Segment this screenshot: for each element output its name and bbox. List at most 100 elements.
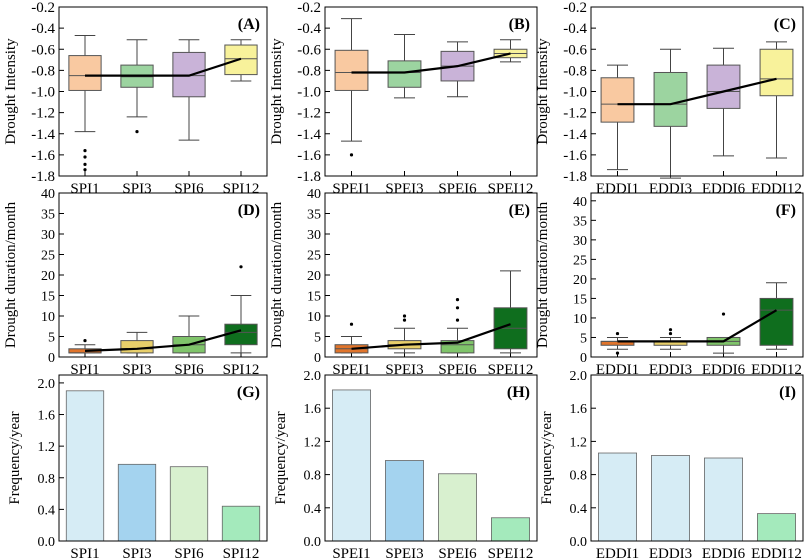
- plot-frame: [58, 374, 268, 542]
- x-tick-label: SPEI1: [332, 181, 370, 197]
- y-tick-label: -0.4: [297, 21, 321, 37]
- x-tick-label: SPI6: [174, 362, 204, 378]
- bar-eddi1: [598, 452, 637, 542]
- iqr-box: [334, 49, 369, 91]
- box-eddi12: [759, 41, 794, 159]
- y-tick-label: -1.6: [297, 148, 321, 164]
- iqr-box: [759, 297, 794, 346]
- y-tick-label: -1.4: [31, 127, 55, 143]
- box-spei3: [387, 314, 422, 354]
- y-tick-label: -0.8: [563, 63, 587, 79]
- y-tick-label: 1.2: [570, 435, 588, 450]
- panel-label: (E): [509, 202, 530, 219]
- y-tick-label: 30: [41, 228, 55, 243]
- box-spei6: [440, 298, 475, 354]
- y-tick-label: 1.6: [570, 402, 588, 417]
- y-tick-label: 20: [307, 269, 321, 284]
- x-tick-label: EDDI12: [751, 546, 802, 560]
- y-tick-label: 2.0: [304, 369, 322, 384]
- y-tick-label: 25: [307, 249, 321, 264]
- y-tick-label: 1.2: [304, 435, 322, 450]
- x-tick-label: SPI12: [223, 181, 260, 197]
- outlier-point: [402, 318, 407, 322]
- iqr-box: [68, 55, 102, 91]
- y-tick-label: -1.2: [31, 106, 55, 122]
- x-tick-label: SPI1: [70, 181, 99, 197]
- box-eddi6: [706, 312, 741, 354]
- x-tick-label: SPEI1: [332, 546, 370, 560]
- outlier-point: [83, 168, 87, 172]
- outlier-point: [239, 265, 243, 269]
- iqr-box: [759, 48, 794, 97]
- y-tick-label: -1.0: [563, 85, 587, 101]
- x-tick-label: EDDI12: [751, 181, 802, 197]
- y-tick-label: 0.4: [570, 502, 588, 517]
- x-tick-label: EDDI3: [649, 546, 692, 560]
- x-tick-label: EDDI12: [751, 362, 802, 378]
- y-tick-label: 0: [580, 351, 587, 366]
- bar-spei12: [491, 517, 530, 542]
- outlier-point: [349, 322, 354, 326]
- x-tick-label: SPEI1: [332, 362, 370, 378]
- y-tick-label: -0.2: [297, 0, 321, 16]
- y-tick-label: 35: [41, 208, 55, 223]
- bar-spei1: [332, 389, 371, 542]
- y-tick-label: 0.0: [570, 535, 588, 550]
- panel-e: 0 5 10 15 20 25 30 35 40 Drought duration/month SP…: [269, 187, 538, 378]
- y-tick-label: 20: [41, 269, 55, 284]
- x-tick-label: EDDI6: [702, 546, 746, 560]
- y-tick-label: -0.6: [31, 42, 55, 58]
- box-spei12: [493, 39, 528, 63]
- y-tick-label: 30: [307, 228, 321, 243]
- y-axis-label: Drought duration/month: [535, 201, 551, 348]
- outlier-point: [83, 149, 87, 153]
- mean-trend-line: [617, 309, 778, 343]
- x-tick-label: EDDI1: [596, 181, 639, 197]
- y-axis-label: Drought Intensity: [535, 38, 551, 145]
- y-tick-label: 0.0: [304, 535, 322, 550]
- plot-frame: [58, 6, 268, 177]
- box-eddi12: [759, 282, 794, 350]
- mean-trend-line: [351, 52, 511, 74]
- x-tick-label: SPEI3: [385, 181, 423, 197]
- box-spei6: [440, 41, 475, 98]
- y-tick-label: 30: [573, 234, 587, 249]
- y-tick-label: 5: [580, 331, 587, 346]
- y-tick-label: -1.4: [297, 127, 321, 143]
- y-tick-label: 5: [48, 331, 55, 346]
- bar-eddi3: [651, 455, 690, 542]
- x-tick-label: SPI3: [122, 181, 151, 197]
- panel-c: -0.2 -0.4 -0.6 -0.8 -1.0 -1.2 -1.4 -1.6 -1.8 Drou…: [535, 0, 804, 197]
- x-tick-label: EDDI3: [649, 362, 692, 378]
- outlier-point: [721, 312, 726, 316]
- iqr-box: [706, 64, 741, 109]
- outlier-point: [135, 130, 139, 134]
- y-tick-label: 1.6: [304, 402, 322, 417]
- y-tick-label: -0.4: [563, 21, 587, 37]
- x-tick-label: EDDI6: [702, 181, 746, 197]
- outlier-point: [402, 314, 407, 318]
- panel-h: 0.0 0.4 0.8 1.2 1.6 2.0 Frequency/year SPEI1 SPE…: [273, 369, 538, 560]
- outlier-point: [668, 331, 673, 336]
- y-tick-label: 0.8: [570, 469, 588, 484]
- box-spi3: [120, 39, 154, 134]
- box-eddi6: [706, 47, 741, 157]
- iqr-box: [120, 340, 154, 354]
- y-tick-label: -0.2: [563, 0, 587, 16]
- plot-frame: [590, 192, 804, 358]
- y-tick-label: 20: [573, 273, 587, 288]
- bar-eddi6: [704, 457, 743, 542]
- outlier-point: [615, 351, 620, 355]
- y-tick-label: -1.8: [297, 169, 321, 185]
- x-tick-label: SPI3: [122, 362, 151, 378]
- panel-label: (F): [776, 202, 796, 219]
- y-tick-label: 0.8: [304, 469, 322, 484]
- y-tick-label: 10: [307, 310, 321, 325]
- y-tick-label: 35: [573, 214, 587, 229]
- x-tick-label: SPI1: [70, 546, 99, 560]
- x-tick-label: SPEI12: [488, 181, 534, 197]
- bar-spi12: [221, 505, 261, 542]
- x-tick-label: EDDI1: [596, 362, 639, 378]
- x-tick-label: SPEI6: [438, 181, 477, 197]
- x-tick-label: SPI3: [122, 546, 151, 560]
